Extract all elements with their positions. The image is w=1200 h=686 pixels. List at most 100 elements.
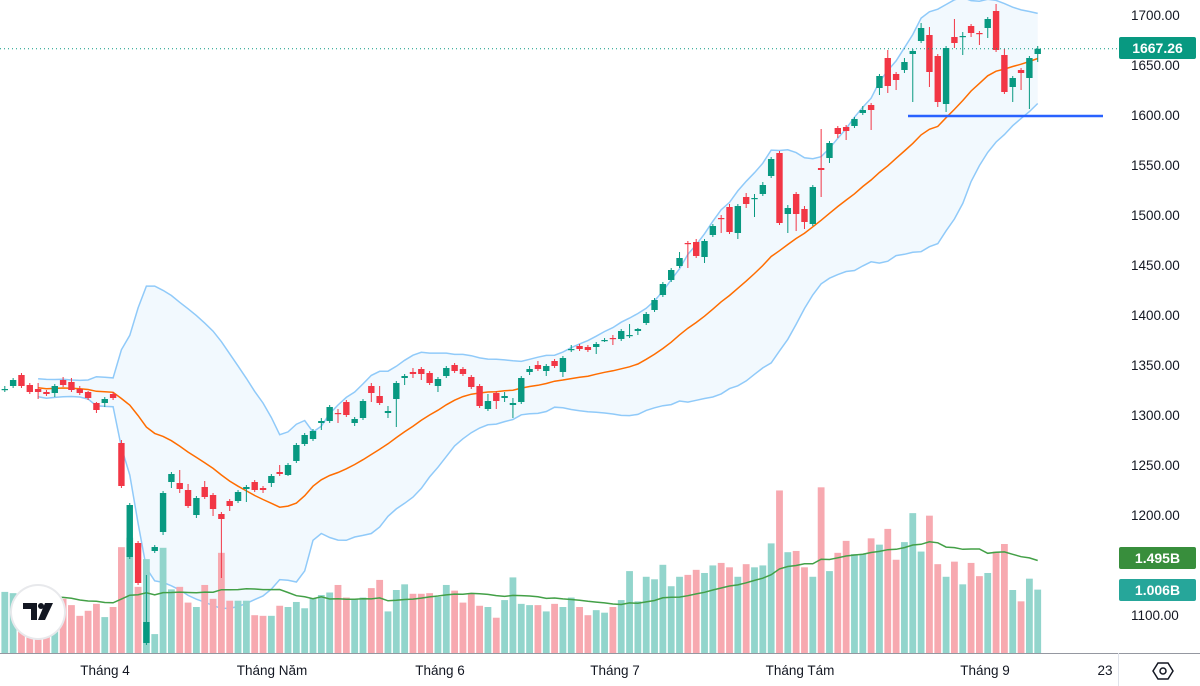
candle-body (18, 375, 25, 386)
volume-bar (809, 576, 817, 653)
candle-body (226, 501, 233, 506)
volume-bar (118, 547, 125, 653)
volume-bar (292, 601, 300, 653)
volume-bar (1017, 601, 1025, 653)
volume-bar (717, 562, 725, 653)
volume-bar (734, 576, 742, 653)
volume-bar (301, 608, 309, 653)
volume-bar (234, 600, 242, 653)
volume-bar (559, 607, 567, 653)
candle-body (43, 392, 50, 394)
volume-bar (217, 552, 225, 653)
volume-bar (342, 597, 350, 653)
moving-average-line (38, 57, 1038, 508)
volume-bar (701, 572, 708, 653)
time-tick-label: Tháng 4 (80, 663, 130, 678)
candle-body (593, 344, 600, 347)
price-tick-label: 1250.00 (1131, 458, 1180, 473)
volume-bar (1001, 544, 1008, 653)
volume-ma-line (38, 541, 1038, 606)
price-tick-label: 1400.00 (1131, 308, 1180, 323)
candle-body (334, 413, 342, 415)
candle-body (318, 421, 325, 423)
volume-bar (251, 615, 259, 653)
time-tick-label: Tháng Tám (765, 663, 835, 678)
bollinger-band-fill (38, 0, 1038, 609)
volume-bar (634, 601, 642, 653)
candle-body (393, 383, 400, 399)
volume-bar (867, 538, 875, 653)
candle-body (876, 76, 883, 88)
candle-body (159, 493, 167, 532)
candle-body (859, 110, 866, 113)
volume-bar (692, 569, 700, 653)
candle-body (959, 36, 966, 38)
volume-bar (434, 596, 442, 653)
candle-body (784, 208, 792, 214)
volume-bar (317, 595, 325, 653)
candle-body (26, 385, 33, 392)
volume-bar (76, 615, 84, 653)
candle-body (668, 270, 675, 280)
price-tick-label: 1100.00 (1131, 608, 1179, 623)
volume-bar (726, 567, 733, 653)
candle-body (59, 380, 67, 385)
candlesticks (1, 4, 1041, 645)
candle-body (568, 349, 575, 351)
candle-body (434, 379, 442, 386)
candle-body (834, 128, 841, 134)
candle-body (293, 445, 300, 461)
volume-bar (501, 600, 508, 653)
candle-body (176, 483, 183, 489)
last-price-label: 1667.26 (1119, 37, 1196, 59)
price-tick-label: 1450.00 (1131, 258, 1180, 273)
candle-body (867, 105, 875, 110)
volume-bar (134, 586, 142, 653)
candle-body (143, 622, 150, 643)
candle-body (401, 376, 408, 378)
candle-body (692, 242, 700, 256)
volume-bar (168, 589, 175, 653)
candle-body (1017, 70, 1025, 73)
candle-body (609, 338, 617, 340)
volume-bar (326, 592, 334, 653)
volume-bar (851, 554, 858, 653)
candle-body (543, 366, 550, 371)
volume-bar (409, 593, 417, 653)
candle-body (426, 373, 433, 383)
candle-body (468, 377, 475, 387)
candle-body (134, 543, 142, 583)
volume-bar (842, 540, 850, 653)
indicator-lines (38, 57, 1038, 606)
candle-body (343, 402, 350, 415)
candle-body (301, 435, 308, 444)
volume-bar (517, 603, 525, 653)
volume-bar (801, 567, 808, 653)
candle-body (726, 207, 733, 232)
volume-bar (201, 584, 209, 653)
volume-bar (367, 588, 375, 653)
candle-body (184, 490, 192, 506)
volume-bar (817, 487, 825, 653)
candle-body (901, 62, 908, 70)
tradingview-logo[interactable] (12, 586, 64, 638)
candle-body (501, 396, 508, 398)
candle-body (34, 389, 42, 392)
volume-bar (759, 565, 767, 653)
volume-bar (676, 576, 683, 653)
volume-bar (192, 607, 200, 653)
candle-body (359, 401, 367, 418)
volume-bar (401, 584, 409, 653)
price-tick-label: 1600.00 (1131, 108, 1180, 123)
volume-bar (184, 602, 192, 653)
candle-body (84, 392, 92, 398)
candle-body (509, 403, 517, 405)
volume-bar (792, 550, 800, 653)
volume-bar (176, 586, 184, 653)
volume-bar (659, 564, 667, 653)
volume-bar (93, 603, 100, 653)
settings-hexagon-icon[interactable] (1152, 661, 1174, 681)
volume-bar (959, 584, 967, 653)
candle-body (476, 386, 483, 406)
